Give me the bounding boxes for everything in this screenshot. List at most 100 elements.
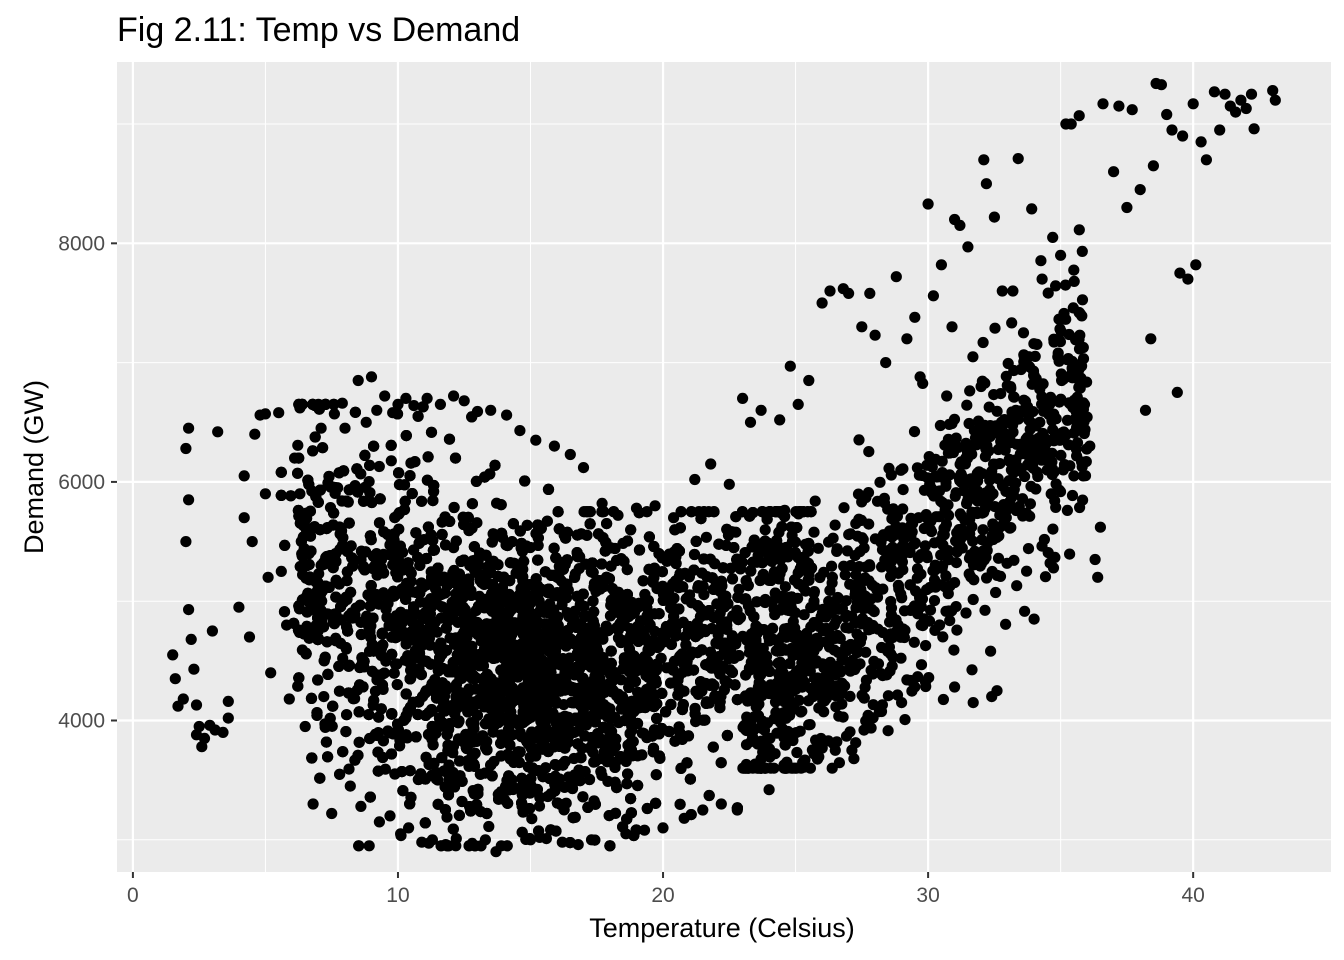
- data-point: [318, 655, 330, 667]
- data-point: [751, 596, 763, 608]
- data-point: [510, 651, 522, 663]
- data-point: [1248, 123, 1260, 135]
- data-point: [294, 488, 306, 500]
- data-point: [733, 650, 745, 662]
- data-point: [728, 542, 740, 554]
- data-point: [1219, 88, 1231, 100]
- data-point: [185, 633, 197, 646]
- data-point: [379, 390, 391, 402]
- data-point: [1269, 94, 1281, 106]
- data-point: [673, 721, 685, 733]
- data-point: [514, 525, 526, 537]
- data-point: [649, 500, 661, 512]
- data-point: [337, 539, 349, 551]
- data-point: [443, 433, 456, 445]
- data-point: [689, 473, 701, 486]
- data-point: [402, 557, 414, 569]
- data-point: [388, 667, 400, 679]
- data-point: [621, 535, 634, 547]
- data-point: [954, 219, 966, 231]
- data-point: [312, 496, 324, 508]
- data-point: [292, 680, 304, 692]
- data-point: [428, 479, 440, 492]
- data-point: [400, 430, 412, 442]
- data-point: [448, 390, 460, 402]
- data-point: [486, 770, 498, 782]
- data-point: [524, 751, 537, 763]
- data-point: [1108, 166, 1120, 178]
- data-point: [792, 398, 804, 410]
- data-point: [571, 529, 584, 541]
- data-point: [674, 522, 686, 534]
- data-point: [238, 470, 250, 482]
- data-point: [699, 714, 711, 726]
- data-point: [190, 699, 203, 711]
- data-point: [293, 452, 305, 464]
- data-point: [233, 601, 245, 613]
- data-point: [1068, 470, 1080, 482]
- data-point: [449, 452, 462, 464]
- data-point: [763, 784, 775, 796]
- data-point: [278, 606, 291, 618]
- data-point: [574, 775, 586, 787]
- data-point: [426, 733, 438, 745]
- data-point: [988, 211, 1001, 223]
- data-point: [869, 329, 881, 341]
- data-point: [552, 506, 564, 518]
- data-point: [722, 529, 735, 541]
- data-point: [424, 639, 436, 651]
- data-point: [665, 602, 677, 614]
- data-point: [333, 660, 345, 673]
- data-point: [584, 711, 596, 723]
- data-point: [265, 667, 277, 679]
- data-point: [604, 840, 616, 852]
- data-point: [297, 531, 309, 543]
- data-point: [625, 807, 638, 819]
- data-point: [534, 831, 546, 843]
- data-point: [577, 462, 590, 474]
- data-point: [731, 604, 743, 617]
- data-point: [373, 711, 385, 723]
- data-point: [352, 486, 364, 498]
- data-point: [487, 652, 500, 665]
- data-point: [338, 465, 350, 477]
- data-point: [333, 685, 346, 697]
- data-point: [535, 522, 547, 535]
- data-point: [426, 571, 438, 583]
- data-point: [474, 768, 486, 780]
- data-point: [212, 426, 224, 438]
- data-point: [530, 434, 542, 446]
- data-point: [615, 553, 627, 565]
- data-point: [328, 507, 340, 519]
- data-point: [425, 426, 438, 438]
- data-point: [435, 718, 447, 730]
- data-point: [578, 600, 590, 613]
- data-point: [759, 524, 771, 536]
- data-point: [901, 333, 913, 345]
- data-point: [1097, 98, 1109, 110]
- data-point: [455, 589, 467, 601]
- data-point: [573, 764, 585, 776]
- data-point: [689, 708, 701, 720]
- data-point: [564, 448, 576, 461]
- data-point: [605, 560, 617, 572]
- data-point: [909, 311, 921, 323]
- data-point: [450, 535, 462, 547]
- data-point: [1208, 86, 1220, 98]
- data-point: [791, 522, 803, 534]
- data-point: [259, 488, 271, 500]
- data-point: [385, 455, 397, 467]
- data-point: [596, 497, 608, 509]
- data-point: [705, 458, 717, 470]
- data-point: [656, 566, 669, 578]
- data-point: [395, 830, 407, 842]
- data-point: [335, 525, 348, 537]
- data-point: [1195, 136, 1207, 148]
- data-point: [495, 737, 507, 749]
- data-point: [991, 685, 1003, 697]
- data-point: [354, 599, 366, 611]
- data-point: [504, 575, 516, 587]
- data-point: [334, 768, 346, 780]
- data-point: [553, 773, 566, 785]
- data-point: [1145, 333, 1157, 345]
